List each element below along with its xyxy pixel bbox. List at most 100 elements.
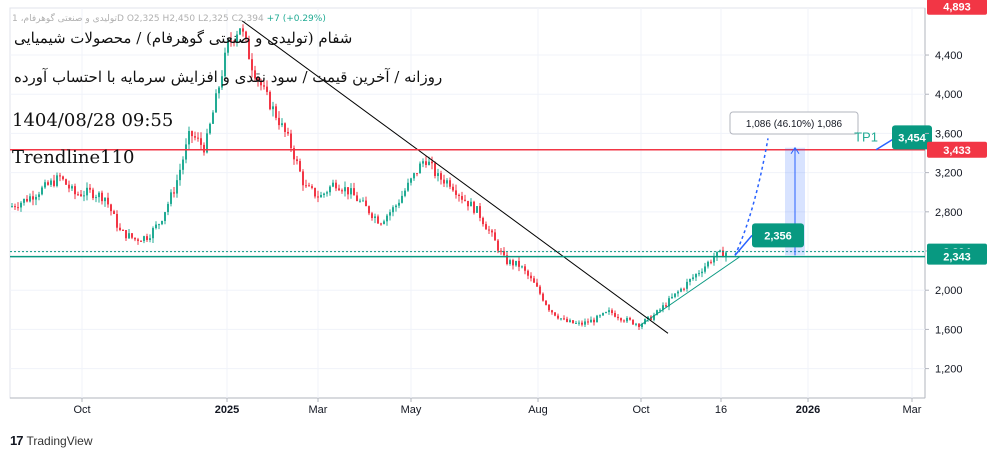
candle-body (554, 312, 556, 316)
candle-body (92, 189, 94, 199)
candle-body (161, 220, 163, 225)
measure-label-box (729, 111, 859, 135)
candle-body (482, 217, 484, 225)
candle-body (455, 190, 457, 195)
candle-body (410, 178, 412, 183)
candle-body (521, 266, 523, 268)
candle-body (527, 270, 529, 276)
candle-body (329, 186, 331, 193)
time-tick-label: 2025 (215, 404, 239, 416)
candle-body (476, 206, 478, 213)
candle-body (713, 257, 715, 263)
price-tick-label: 1,200 (935, 364, 963, 376)
candle-body (11, 206, 13, 208)
candle-body (323, 193, 325, 195)
candle-body (371, 213, 373, 219)
candle-body (578, 322, 580, 324)
candle-body (674, 293, 676, 297)
candle-body (101, 192, 103, 202)
candle-body (551, 310, 553, 313)
candle-body (158, 224, 160, 226)
price-label-text: 3,433 (943, 145, 971, 157)
candle-body (359, 200, 361, 202)
chart-subtitle: روزانه / آخرین قیمت / سود نقدی و افزایش … (14, 68, 443, 86)
candle-body (473, 201, 475, 213)
candle-body (593, 319, 595, 323)
candle-body (419, 163, 421, 174)
candle-body (152, 228, 154, 239)
candle-body (287, 131, 289, 134)
candle-body (497, 240, 499, 251)
candle-body (110, 204, 112, 212)
time-tick-label: Mar (903, 404, 922, 416)
candle-body (245, 31, 247, 40)
candle-body (239, 28, 241, 35)
candle-body (122, 229, 124, 231)
candle-body (587, 321, 589, 323)
candle-body (299, 161, 301, 172)
candle-body (509, 260, 511, 265)
candle-body (209, 123, 211, 134)
candle-body (401, 195, 403, 203)
brand-label: TradingView (26, 433, 93, 448)
candle-body (458, 194, 460, 197)
candle-body (524, 266, 526, 271)
candle-body (356, 195, 358, 201)
candle-body (71, 186, 73, 189)
candle-body (545, 300, 547, 305)
time-tick-label: 16 (715, 404, 727, 416)
candle-body (116, 213, 118, 228)
candle-body (26, 198, 28, 202)
candle-body (725, 252, 727, 258)
candle-body (278, 117, 280, 126)
candle-body (641, 324, 643, 327)
candle-body (377, 216, 379, 224)
candle-body (719, 250, 721, 252)
candle-body (80, 194, 82, 197)
candle-body (668, 298, 670, 307)
candle-body (305, 185, 307, 187)
candle-body (374, 216, 376, 219)
candle-body (671, 296, 673, 299)
candle-body (656, 310, 658, 315)
candle-body (242, 28, 244, 32)
candle-body (302, 171, 304, 186)
candle-body (623, 320, 625, 322)
time-tick-label: Oct (632, 404, 649, 416)
price-label-badge (927, 141, 987, 158)
time-tick-label: Aug (528, 404, 548, 416)
price-label-badge (927, 248, 987, 265)
candle-body (704, 266, 706, 272)
candle-body (266, 86, 268, 92)
entry-value: 2,356 (764, 230, 792, 242)
candle-body (140, 240, 142, 242)
candle-body (20, 202, 22, 208)
chart-drawings: 1,086 (46.10%) 1,086 2,356 3,454 TP1 (10, 20, 932, 334)
candle-body (65, 179, 67, 185)
candle-body (293, 148, 295, 160)
candle-body (536, 282, 538, 287)
candle-body (98, 192, 100, 198)
candle-body (272, 106, 274, 110)
candle-body (74, 186, 76, 195)
timestamp: 1404/08/28 09:55 (12, 110, 174, 131)
candle-body (134, 237, 136, 240)
candle-body (539, 286, 541, 294)
candle-body (314, 187, 316, 197)
candle-body (488, 229, 490, 231)
target-callout (892, 125, 932, 150)
target-label: TP1 (854, 129, 878, 144)
candle-body (263, 85, 265, 87)
candle-body (692, 277, 694, 280)
candle-body (677, 291, 679, 294)
candle-body (389, 212, 391, 216)
candle-body (617, 316, 619, 319)
entry-callout (752, 223, 804, 248)
candle-body (200, 138, 202, 145)
candle-body (197, 137, 199, 139)
candle-body (251, 59, 253, 71)
symbol-title: شفام (تولیدی و صنعتی گوهرفام) / محصولات … (14, 29, 353, 47)
tradingview-attribution[interactable]: 17 TradingView (10, 433, 93, 448)
candle-body (608, 310, 610, 313)
